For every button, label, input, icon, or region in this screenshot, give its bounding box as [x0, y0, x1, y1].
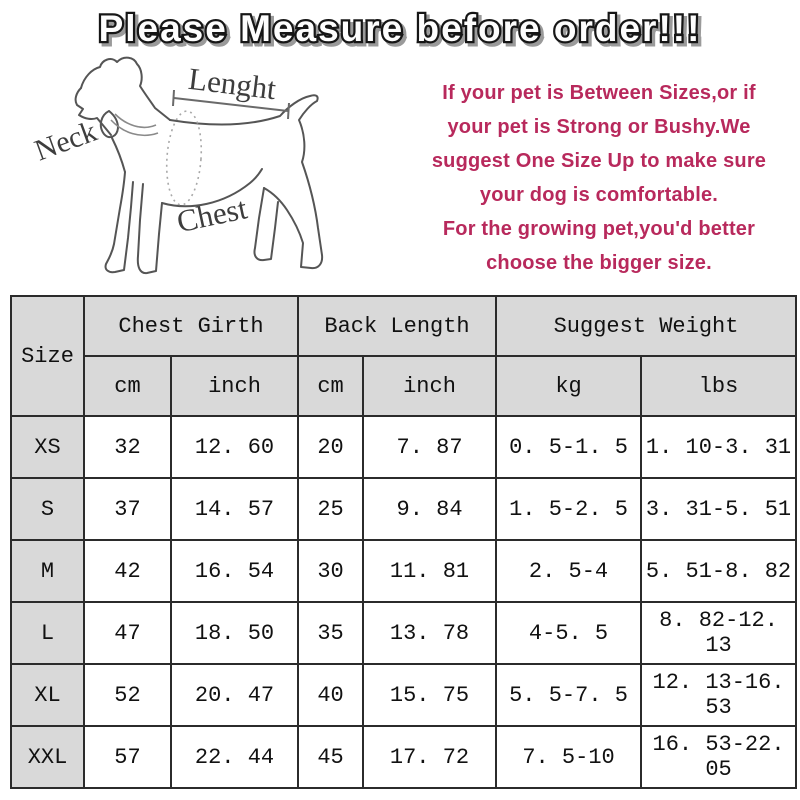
table-cell: 12. 60 — [169, 415, 300, 479]
dog-measurement-figure: Neck Lenght Chest — [12, 52, 404, 292]
table-cell: 0. 5-1. 5 — [495, 415, 643, 479]
advice-line: choose the bigger size. — [486, 252, 712, 274]
table-cell: 32 — [83, 415, 172, 479]
table-cell: 20 — [297, 415, 365, 479]
table-row: M 42 16. 54 30 11. 81 2. 5-4 5. 51-8. 82 — [10, 539, 798, 603]
table-cell: 47 — [83, 601, 172, 665]
table-cell: 5. 51-8. 82 — [640, 539, 798, 603]
unit-header-chest-inch: inch — [169, 355, 300, 417]
table-cell: 20. 47 — [169, 663, 300, 727]
col-header-suggest-weight: Suggest Weight — [495, 295, 798, 357]
table-cell: 35 — [297, 601, 365, 665]
table-cell: 37 — [83, 477, 172, 541]
table-cell: 7. 87 — [362, 415, 498, 479]
advice-line: your pet is Strong or Bushy.We — [447, 116, 751, 138]
size-chart: Size Chest Girth Back Length Suggest Wei… — [10, 295, 798, 789]
table-cell: 40 — [297, 663, 365, 727]
size-label-cell: XXL — [10, 725, 85, 789]
size-label-cell: S — [10, 477, 85, 541]
col-header-size: Size — [10, 295, 85, 417]
table-cell: 22. 44 — [169, 725, 300, 789]
table-cell: 12. 13-16. 53 — [640, 663, 798, 727]
table-cell: 13. 78 — [362, 601, 498, 665]
table-cell: 5. 5-7. 5 — [495, 663, 643, 727]
table-row: XL 52 20. 47 40 15. 75 5. 5-7. 5 12. 13-… — [10, 663, 798, 727]
size-label-cell: XS — [10, 415, 85, 479]
page-title-text: Please Measure before order!!! — [99, 8, 702, 49]
chest-girth-ellipse — [165, 110, 203, 206]
advice-line: suggest One Size Up to make sure — [431, 150, 767, 172]
table-cell: 3. 31-5. 51 — [640, 477, 798, 541]
table-header-row-units: cm inch cm inch kg lbs — [11, 355, 798, 417]
table-cell: 1. 5-2. 5 — [495, 477, 643, 541]
table-row: XXL 57 22. 44 45 17. 72 7. 5-10 16. 53-2… — [10, 725, 798, 789]
table-cell: 14. 57 — [169, 477, 300, 541]
table-cell: 25 — [297, 477, 365, 541]
length-measure-line — [172, 89, 290, 120]
table-cell: 18. 50 — [169, 601, 300, 665]
table-cell: 30 — [297, 539, 365, 603]
table-cell: 16. 54 — [169, 539, 300, 603]
table-cell: 4-5. 5 — [495, 601, 643, 665]
unit-header-weight-kg: kg — [495, 355, 643, 417]
sizing-advice: If your pet is Between Sizes,or if your … — [400, 76, 798, 280]
dog-diagram: Neck Lenght Chest — [30, 56, 324, 275]
neck-measure-arcs — [110, 113, 159, 137]
table-cell: 7. 5-10 — [495, 725, 643, 789]
table-cell: 15. 75 — [362, 663, 498, 727]
unit-header-weight-lbs: lbs — [640, 355, 798, 417]
size-label-cell: L — [10, 601, 85, 665]
advice-line: your dog is comfortable. — [479, 184, 719, 206]
table-cell: 52 — [83, 663, 172, 727]
table-cell: 16. 53-22. 05 — [640, 725, 798, 789]
table-cell: 9. 84 — [362, 477, 498, 541]
neck-label: Neck — [30, 115, 101, 168]
page-title-shadow: Please Measure before order!!! — [102, 11, 705, 52]
col-header-back-length: Back Length — [297, 295, 498, 357]
table-cell: 45 — [297, 725, 365, 789]
unit-header-back-cm: cm — [297, 355, 365, 417]
table-cell: 57 — [83, 725, 172, 789]
length-label: Lenght — [187, 61, 279, 106]
table-cell: 1. 10-3. 31 — [640, 415, 798, 479]
table-cell: 17. 72 — [362, 725, 498, 789]
table-row: XS 32 12. 60 20 7. 87 0. 5-1. 5 1. 10-3.… — [10, 415, 798, 479]
table-cell: 42 — [83, 539, 172, 603]
unit-header-chest-cm: cm — [83, 355, 172, 417]
size-label-cell: XL — [10, 663, 85, 727]
size-label-cell: M — [10, 539, 85, 603]
table-header-row-groups: Size Chest Girth Back Length Suggest Wei… — [10, 295, 798, 417]
dog-outline — [74, 56, 324, 275]
chest-label: Chest — [174, 190, 251, 239]
size-chart-table: Size Chest Girth Back Length Suggest Wei… — [10, 295, 798, 789]
table-cell: 8. 82-12. 13 — [640, 601, 798, 665]
table-cell: 11. 81 — [362, 539, 498, 603]
table-row: S 37 14. 57 25 9. 84 1. 5-2. 5 3. 31-5. … — [10, 477, 798, 541]
title-art: Please Measure before order!!! Please Me… — [96, 6, 705, 55]
advice-line: For the growing pet,you'd better — [442, 218, 756, 240]
unit-header-back-inch: inch — [362, 355, 498, 417]
advice-line: If your pet is Between Sizes,or if — [442, 82, 756, 104]
col-header-chest-girth: Chest Girth — [82, 295, 300, 357]
table-row: L 47 18. 50 35 13. 78 4-5. 5 8. 82-12. 1… — [10, 601, 798, 665]
table-cell: 2. 5-4 — [495, 539, 643, 603]
page-title: Please Measure before order!!! Please Me… — [0, 0, 800, 58]
